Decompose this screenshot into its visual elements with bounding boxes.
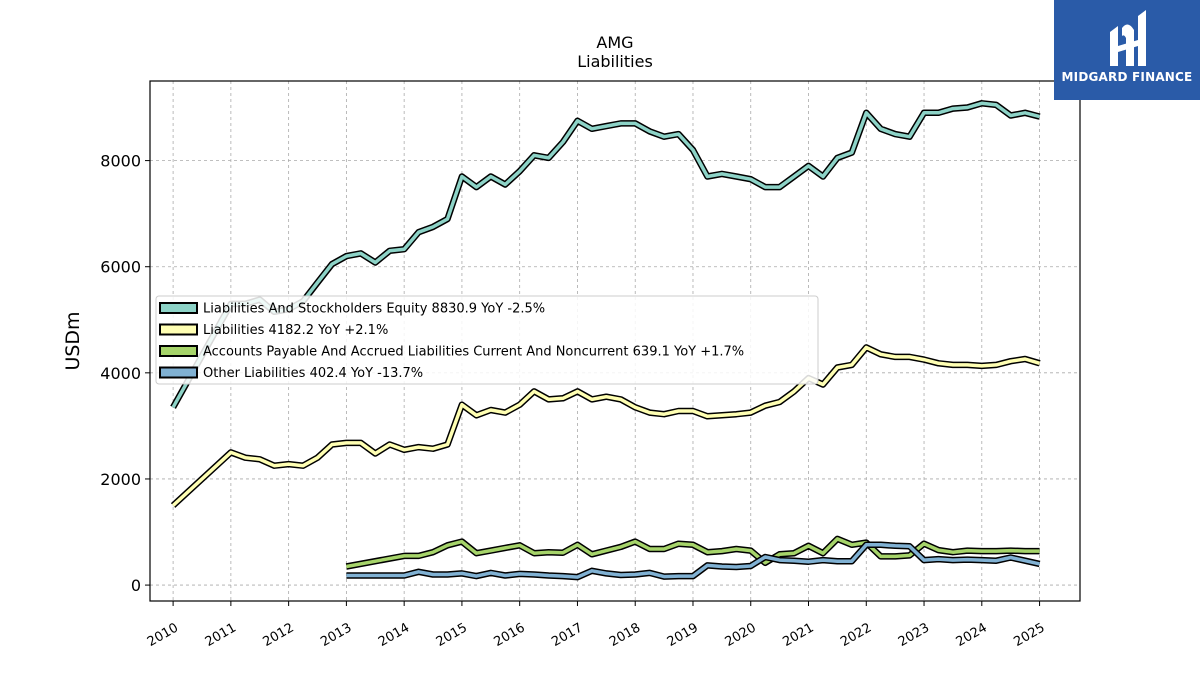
x-tick-label: 2019 (665, 620, 701, 650)
series-line (171, 345, 1041, 507)
chart-title: AMG (596, 33, 633, 52)
x-tick-label: 2021 (780, 620, 816, 650)
x-tick-label: 2025 (1011, 620, 1047, 650)
legend-label: Liabilities And Stockholders Equity 8830… (203, 302, 545, 317)
x-tick-label: 2016 (492, 620, 528, 650)
series-lines (170, 100, 1041, 581)
x-tick-label: 2017 (549, 620, 585, 650)
series-2 (345, 535, 1040, 570)
x-tick-label: 2018 (607, 620, 643, 650)
logo-mark-icon (1110, 10, 1146, 67)
series-0 (170, 100, 1041, 409)
legend-swatch (159, 366, 198, 379)
chart-subtitle: Liabilities (577, 52, 653, 71)
series-1 (170, 344, 1041, 508)
y-tick-label: 0 (131, 576, 141, 595)
legend-label: Accounts Payable And Accrued Liabilities… (203, 345, 744, 360)
legend-label: Other Liabilities 402.4 YoY -13.7% (203, 366, 423, 381)
x-tick-label: 2023 (896, 620, 932, 650)
x-tick-label: 2024 (954, 620, 990, 650)
x-tick-label: 2010 (145, 620, 181, 650)
series-line (346, 537, 1040, 569)
y-axis: 0 2000 4000 6000 8000 (100, 152, 150, 595)
y-tick-label: 4000 (100, 364, 141, 383)
y-tick-label: 6000 (100, 258, 141, 277)
legend: Liabilities And Stockholders Equity 8830… (155, 295, 819, 385)
x-axis: 2010 2011 2012 2013 2014 2015 2016 2017 2018 2019… (145, 601, 1048, 650)
legend-label: Liabilities 4182.2 YoY +2.1% (203, 323, 388, 338)
logo-text: MIDGARD FINANCE (1061, 70, 1193, 84)
series-line (346, 543, 1040, 579)
legend-swatch (159, 323, 198, 336)
brand-logo: MIDGARD FINANCE (1054, 0, 1200, 100)
x-tick-label: 2014 (376, 620, 412, 650)
y-axis-label: USDm (62, 311, 84, 370)
x-tick-label: 2011 (203, 620, 239, 650)
x-tick-label: 2013 (318, 620, 354, 650)
y-tick-label: 2000 (100, 470, 141, 489)
plot-frame (149, 80, 1081, 602)
legend-swatch (159, 302, 198, 314)
x-tick-label: 2022 (838, 620, 874, 650)
series-3 (346, 541, 1041, 581)
series-line (171, 101, 1041, 409)
legend-swatch (159, 345, 198, 357)
x-tick-label: 2015 (434, 620, 470, 650)
y-tick-label: 8000 (100, 152, 141, 171)
legend-box (155, 295, 819, 385)
x-tick-label: 2020 (723, 620, 759, 650)
x-tick-label: 2012 (260, 620, 296, 650)
